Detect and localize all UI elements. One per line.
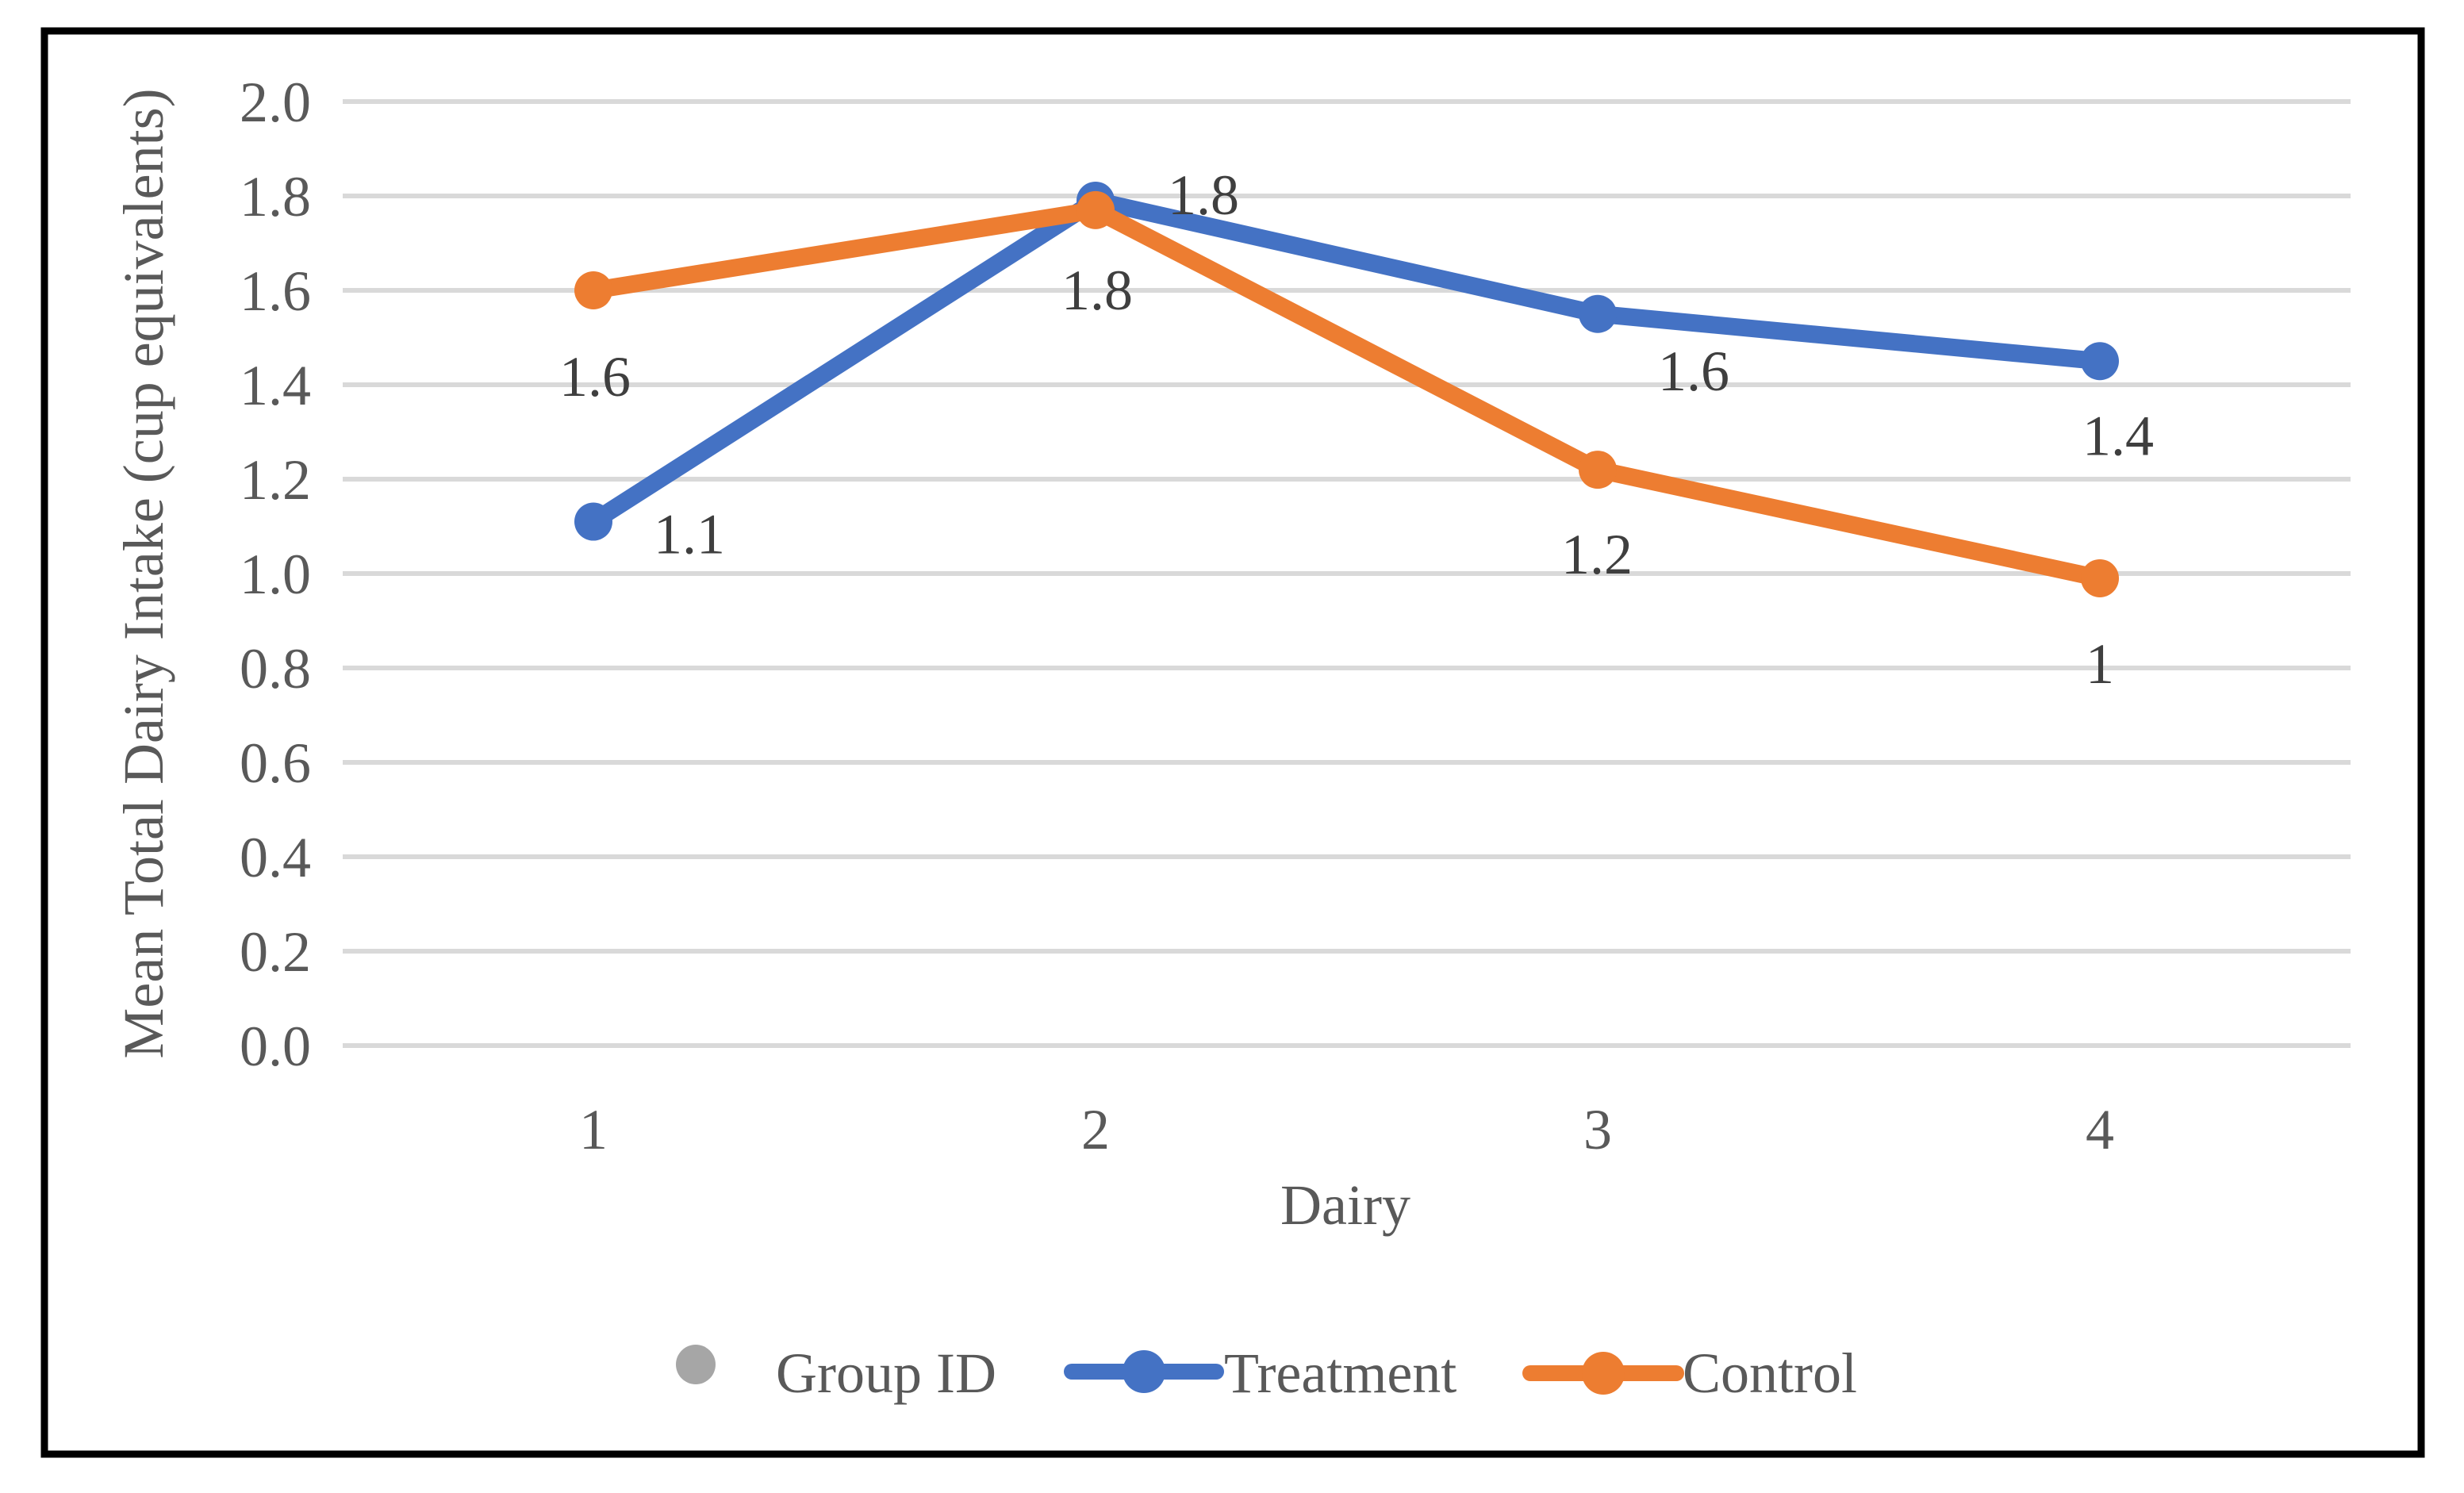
gridlines — [343, 99, 2351, 1048]
chart-border — [40, 27, 2425, 1458]
legend-dot-marker-icon — [676, 1345, 716, 1384]
legend-label: Group ID — [776, 1341, 996, 1405]
data-point-marker — [1077, 190, 1115, 229]
y-tick-label: 0.8 — [240, 637, 311, 700]
data-label: 1.1 — [654, 503, 725, 566]
legend-point-marker-icon — [1123, 1350, 1165, 1393]
x-tick-label: 3 — [1583, 1098, 1612, 1161]
y-tick-label: 1.4 — [240, 354, 311, 417]
data-label: 1.6 — [559, 345, 631, 409]
series-line — [585, 191, 2109, 531]
x-axis-title: Dairy — [1280, 1173, 1410, 1237]
series-treatment: 1.1 1.8 1.6 1.4 — [574, 163, 2154, 566]
data-point-marker — [574, 502, 612, 541]
legend-point-marker-icon — [1582, 1352, 1625, 1395]
data-point-marker — [574, 271, 612, 309]
series-layer: 1.1 1.8 1.6 1.4 1.6 1.8 1.2 1 — [559, 163, 2154, 696]
series-line — [585, 201, 2109, 587]
data-point-marker — [2081, 342, 2119, 381]
y-tick-label: 0.2 — [240, 920, 311, 984]
legend-item-group-id: Group ID — [676, 1341, 996, 1405]
data-label: 1 — [2086, 632, 2114, 696]
legend: Group ID Treatment Control — [676, 1341, 1857, 1405]
legend-label: Control — [1683, 1341, 1857, 1405]
y-tick-label: 0.4 — [240, 826, 311, 889]
y-tick-label: 2.0 — [240, 71, 311, 134]
legend-item-treatment: Treatment — [1064, 1341, 1457, 1405]
data-point-marker — [2081, 558, 2119, 597]
legend-label: Treatment — [1224, 1341, 1457, 1405]
data-label: 1.6 — [1658, 340, 1729, 403]
legend-item-control: Control — [1522, 1341, 1857, 1405]
y-axis-tick-labels: 0.0 0.2 0.4 0.6 0.8 1.0 1.2 1.4 1.6 1.8 2.0 — [240, 71, 311, 1078]
y-axis-title: Mean Total Dairy Intake (cup equivalents… — [112, 88, 175, 1058]
y-tick-label: 1.2 — [240, 448, 311, 512]
x-axis-tick-labels: 1 2 3 4 — [579, 1098, 2114, 1161]
y-tick-label: 0.0 — [240, 1015, 311, 1078]
x-tick-label: 1 — [579, 1098, 608, 1161]
y-tick-label: 1.6 — [240, 259, 311, 323]
data-point-marker — [1579, 294, 1617, 333]
data-label: 1.2 — [1561, 523, 1633, 586]
x-tick-label: 4 — [2086, 1098, 2114, 1161]
y-tick-label: 1.0 — [240, 543, 311, 606]
series-control: 1.6 1.8 1.2 1 — [559, 190, 2119, 696]
data-label: 1.4 — [2082, 404, 2154, 467]
data-label: 1.8 — [1168, 163, 1239, 227]
data-label: 1.8 — [1061, 259, 1133, 322]
x-tick-label: 2 — [1081, 1098, 1110, 1161]
data-point-marker — [1579, 451, 1617, 489]
y-tick-label: 1.8 — [240, 165, 311, 228]
y-tick-label: 0.6 — [240, 731, 311, 795]
